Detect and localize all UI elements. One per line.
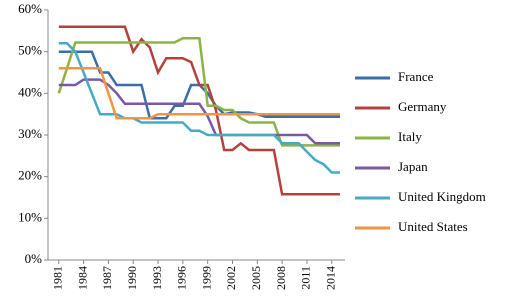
legend-label: United States <box>398 219 468 234</box>
x-tick-label: 1984 <box>75 266 89 290</box>
series-line <box>58 25 340 196</box>
x-tick-label: 1981 <box>51 266 65 290</box>
y-tick-label: 30% <box>18 126 42 141</box>
x-tick-label: 1996 <box>175 266 189 290</box>
x-tick-label: 2008 <box>274 266 288 290</box>
y-tick-label: 10% <box>18 209 42 224</box>
x-tick-label: 1990 <box>125 266 139 290</box>
legend-label: Italy <box>398 129 422 144</box>
x-tick-label: 2005 <box>249 266 263 290</box>
legend-label: Japan <box>398 159 428 174</box>
y-tick-label: 50% <box>18 43 42 58</box>
x-tick-label: 1999 <box>199 266 213 290</box>
x-tick-label: 1987 <box>100 266 114 290</box>
x-tick-label: 1993 <box>150 266 164 290</box>
x-tick-label: 2002 <box>224 266 238 290</box>
x-tick-label: 2011 <box>299 266 313 290</box>
y-tick-label: 40% <box>18 84 42 99</box>
series-line <box>58 42 340 174</box>
x-tick-label: 2014 <box>324 266 338 290</box>
y-tick-label: 60% <box>18 1 42 16</box>
series-line <box>57 37 340 147</box>
series-line <box>58 78 340 145</box>
y-tick-label: 20% <box>18 168 42 183</box>
series-line <box>58 67 340 120</box>
legend-label: Germany <box>398 99 447 114</box>
legend-label: United Kingdom <box>398 189 486 204</box>
legend-label: France <box>398 69 434 84</box>
y-tick-label: 0% <box>25 251 43 266</box>
